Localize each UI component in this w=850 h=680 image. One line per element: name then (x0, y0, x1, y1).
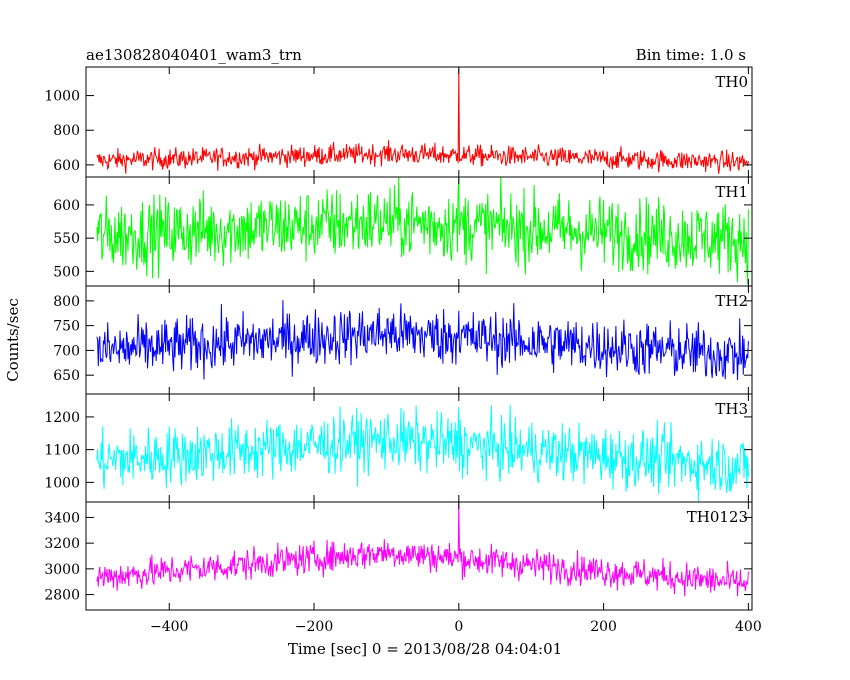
x-axis: −400 −200 0 200 400 (150, 619, 762, 635)
y-tick-label: 500 (53, 264, 80, 280)
panel-label: TH2 (715, 292, 748, 310)
x-tick-label: 200 (590, 619, 617, 635)
y-tick-label: 800 (53, 123, 80, 139)
panel-label: TH0123 (687, 508, 748, 526)
chart-title-left: ae130828040401_wam3_trn (86, 46, 302, 64)
y-tick-label: 2800 (44, 588, 80, 604)
y-tick-label: 800 (53, 294, 80, 310)
chart-title-right: Bin time: 1.0 s (636, 46, 746, 64)
y-axis-label: Counts/sec (4, 298, 22, 382)
y-tick-label: 3200 (44, 536, 80, 552)
y-tick-label: 650 (53, 368, 80, 384)
panel-th3: 1000 1100 1200 TH3 (44, 393, 753, 503)
y-tick-label: 1200 (44, 410, 80, 426)
y-tick-label: 550 (53, 231, 80, 247)
x-tick-label: −200 (295, 619, 333, 635)
y-tick-label: 1000 (44, 89, 80, 105)
series-th0123 (96, 502, 749, 597)
panel-th1: 500 550 600 TH1 (53, 176, 753, 287)
y-tick-label: 600 (53, 198, 80, 214)
y-tick-label: 1100 (44, 443, 80, 459)
panel-label: TH3 (715, 400, 748, 418)
panel-label: TH0 (715, 73, 748, 91)
series-th3 (96, 404, 749, 502)
panel-frame (85, 501, 753, 611)
y-tick-label: 750 (53, 319, 80, 335)
panel-th0123: 2800 3000 3200 3400 TH0123 (44, 501, 753, 611)
panel-label: TH1 (715, 183, 748, 201)
x-tick-label: 400 (735, 619, 762, 635)
panels-group: 600 800 1000 TH0 500 550 600 TH1 650 700 750 800 TH2… (44, 66, 753, 611)
series-th2 (96, 300, 749, 381)
y-tick-label: 3000 (44, 562, 80, 578)
y-tick-label: 600 (53, 158, 80, 174)
y-tick-label: 1000 (44, 475, 80, 491)
y-tick-label: 700 (53, 343, 80, 359)
series-th1 (96, 177, 749, 285)
panel-th2: 650 700 750 800 TH2 (53, 285, 753, 395)
x-axis-label: Time [sec] 0 = 2013/08/28 04:04:01 (288, 640, 562, 658)
x-tick-label: −400 (150, 619, 188, 635)
series-th0 (96, 67, 749, 174)
panel-th0: 600 800 1000 TH0 (44, 66, 753, 178)
x-tick-label: 0 (454, 619, 463, 635)
y-tick-label: 3400 (44, 510, 80, 526)
